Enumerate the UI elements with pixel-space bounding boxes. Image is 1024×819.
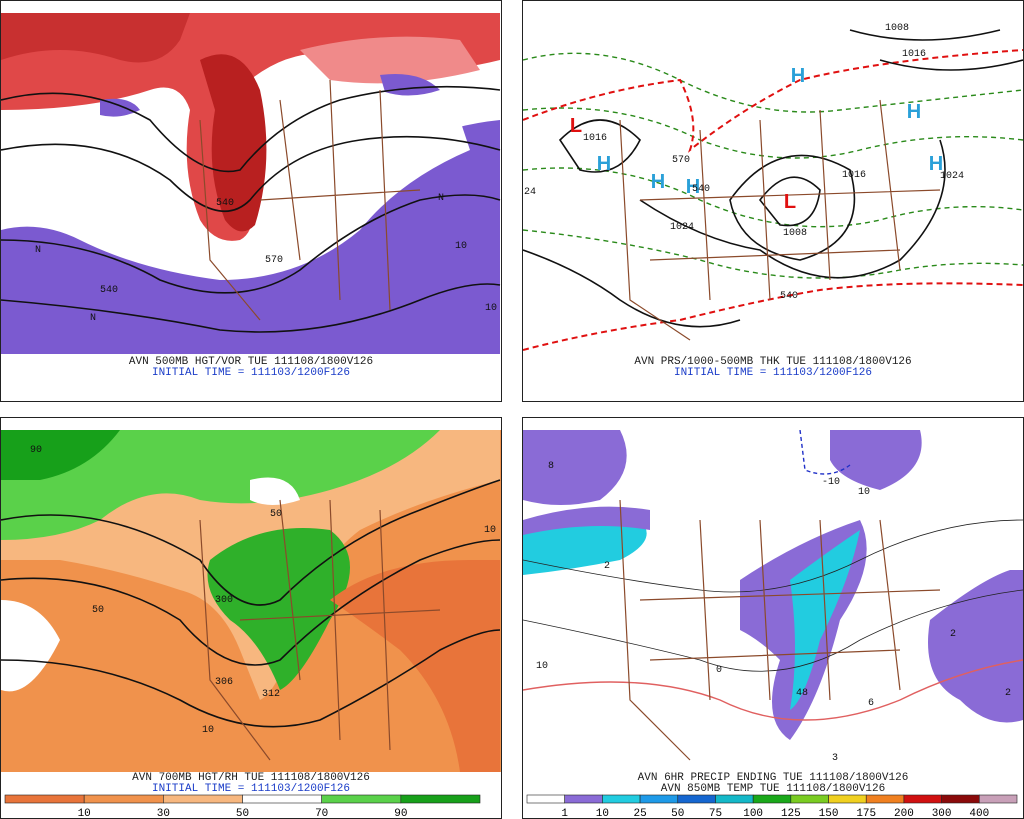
map-label: 312 <box>262 689 280 700</box>
map-label: N <box>90 313 96 324</box>
map-label: 10 <box>858 487 870 498</box>
colorbar-swatch <box>752 794 792 804</box>
colorbar-label: 100 <box>743 808 763 819</box>
map-label: 10 <box>536 661 548 672</box>
map-700mb: 300 306 312 10 50 50 90 10 AVN 700MB HGT… <box>1 430 501 819</box>
caption: AVN 500MB HGT/VOR TUE 111108/1800V126 <box>129 356 373 368</box>
map-label: 300 <box>215 595 233 606</box>
map-label: 6 <box>868 698 874 709</box>
map-label: 1008 <box>783 228 807 239</box>
caption: AVN 850MB TEMP TUE 111108/1800V126 <box>661 783 885 795</box>
colorbar-swatch <box>639 794 679 804</box>
map-label: 0 <box>716 665 722 676</box>
colorbar-swatch <box>790 794 829 804</box>
map-label: 2 <box>950 629 956 640</box>
map-label: 24 <box>524 187 536 198</box>
high-marker: H <box>907 101 921 123</box>
colorbar-swatch <box>163 794 243 804</box>
caption: AVN 700MB HGT/RH TUE 111108/1800V126 <box>132 772 370 784</box>
colorbar-label: 75 <box>709 808 722 819</box>
map-label: 1016 <box>902 49 926 60</box>
colorbar-swatch <box>715 794 754 804</box>
map-label: -10 <box>822 477 840 488</box>
colorbar-label: 30 <box>157 808 170 819</box>
colorbar-swatch <box>400 794 481 804</box>
colorbar-label: 150 <box>819 808 839 819</box>
map-label: 306 <box>215 677 233 688</box>
colorbar-swatch <box>321 794 402 804</box>
colorbar-swatch <box>828 794 867 804</box>
colorbar: 10 30 50 70 90 <box>4 794 481 819</box>
map-label: 1016 <box>583 133 607 144</box>
map-label: 1024 <box>670 222 694 233</box>
caption: INITIAL TIME = 111103/1200F126 <box>674 367 872 379</box>
map-label: 10 <box>455 241 467 252</box>
colorbar-swatch <box>4 794 85 804</box>
colorbar-swatch <box>602 794 641 804</box>
colorbar-label: 50 <box>671 808 684 819</box>
colorbar-swatch <box>526 794 565 804</box>
map-label: 1024 <box>940 171 964 182</box>
map-label: 3 <box>832 753 838 764</box>
map-label: 2 <box>604 561 610 572</box>
map-label: 10 <box>485 303 497 314</box>
low-marker: L <box>784 191 796 213</box>
map-label: 540 <box>692 184 710 195</box>
colorbar-label: 175 <box>856 808 876 819</box>
low-marker: L <box>570 115 582 137</box>
colorbar-swatch <box>564 794 603 804</box>
map-label: N <box>438 193 444 204</box>
caption: AVN 6HR PRECIP ENDING TUE 111108/1800V12… <box>638 772 909 784</box>
high-marker: H <box>929 153 943 175</box>
high-marker: H <box>686 176 700 198</box>
map-label: 570 <box>672 155 690 166</box>
colorbar-label: 10 <box>78 808 91 819</box>
map-label: 50 <box>270 509 282 520</box>
colorbar-label: 25 <box>633 808 646 819</box>
colorbar-label: 70 <box>315 808 328 819</box>
map-label: 48 <box>796 688 808 699</box>
map-label: 2 <box>1005 688 1011 699</box>
map-label: 1016 <box>842 170 866 181</box>
colorbar-label: 125 <box>781 808 801 819</box>
map-label: 10 <box>484 525 496 536</box>
colorbar-label: 200 <box>894 808 914 819</box>
map-label: 1008 <box>885 23 909 34</box>
colorbar-swatch <box>941 794 980 804</box>
colorbar-swatch <box>865 794 905 804</box>
colorbar-swatch <box>903 794 942 804</box>
caption: AVN PRS/1000-500MB THK TUE 111108/1800V1… <box>634 356 911 368</box>
map-label: 540 <box>780 291 798 302</box>
caption: INITIAL TIME = 111103/1200F126 <box>152 367 350 379</box>
high-marker: H <box>651 171 665 193</box>
map-label: 540 <box>216 198 234 209</box>
high-marker: H <box>597 153 611 175</box>
panel-frame <box>522 0 1024 402</box>
map-label: 50 <box>92 605 104 616</box>
colorbar-swatch <box>242 794 322 804</box>
map-label: 8 <box>548 461 554 472</box>
high-marker: H <box>791 65 805 87</box>
map-label: 570 <box>265 255 283 266</box>
map-500mb: 540 570 N N 10 540 N 10 AVN 500MB HGT/VO… <box>1 13 501 379</box>
colorbar-label: 300 <box>932 808 952 819</box>
map-precip: 8 2 3 6 48 10 0 -10 2 2 10 AVN 6HR PRECI… <box>523 430 1023 819</box>
colorbar-swatch <box>979 794 1018 804</box>
colorbar-label: 90 <box>394 808 407 819</box>
colorbar-label: 400 <box>969 808 989 819</box>
colorbar-swatch <box>83 794 164 804</box>
colorbar-label: 10 <box>596 808 609 819</box>
map-label: 10 <box>202 725 214 736</box>
map-label: N <box>35 245 41 256</box>
map-label: 540 <box>100 285 118 296</box>
colorbar: 1 10 25 50 75 100 125 150 175 200 300 400 <box>526 794 1018 819</box>
map-label: 90 <box>30 445 42 456</box>
colorbar-label: 50 <box>236 808 249 819</box>
colorbar-label: 1 <box>561 808 568 819</box>
colorbar-swatch <box>677 794 716 804</box>
map-pressure: H H H H H H L L 1016 1008 1024 1016 1008… <box>523 23 1023 379</box>
caption: INITIAL TIME = 111103/1200F126 <box>152 783 350 795</box>
